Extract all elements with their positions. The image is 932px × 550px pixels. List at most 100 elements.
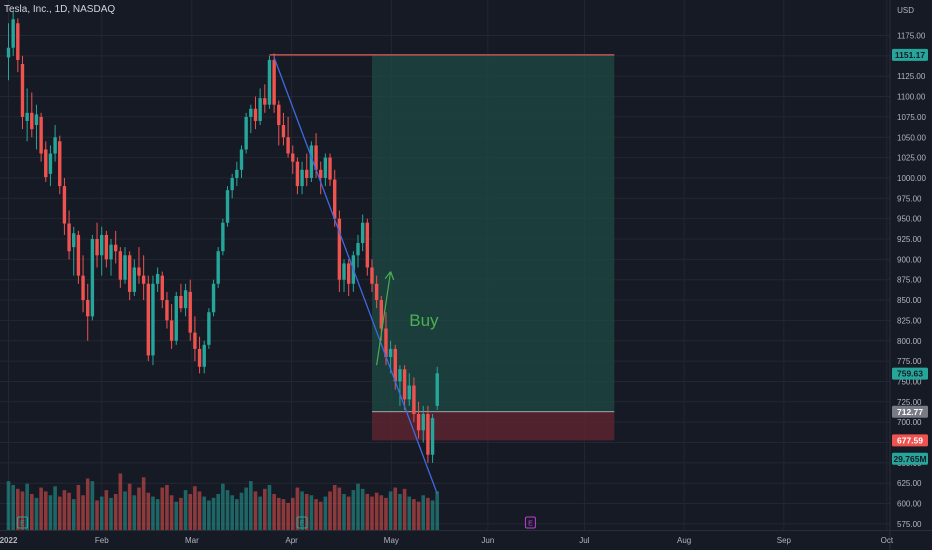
volume-bar <box>104 490 109 530</box>
volume-bar <box>188 494 193 530</box>
x-tick-label: Oct <box>881 536 894 545</box>
candle <box>193 316 197 362</box>
candle <box>67 210 71 260</box>
candle-body <box>81 275 85 301</box>
candle <box>123 247 127 284</box>
candle <box>53 125 57 162</box>
volume-bar <box>127 483 132 530</box>
candle-body <box>402 369 407 400</box>
candle-body <box>225 190 230 223</box>
candle-body <box>435 373 439 406</box>
price-tag-label: 759.63 <box>897 369 923 379</box>
candle-body <box>388 348 393 358</box>
time-axis[interactable]: 2022FebMarAprMayJunJulAugSepOctNov <box>0 530 932 546</box>
candle <box>272 53 276 113</box>
candle <box>72 226 76 276</box>
candle <box>179 283 183 313</box>
volume-bar <box>365 494 370 530</box>
volume-bar <box>48 495 53 530</box>
x-tick-label: Feb <box>95 536 109 545</box>
candle <box>6 23 11 81</box>
volume-bar <box>407 496 412 530</box>
candle-body <box>235 169 239 178</box>
candle <box>39 112 43 162</box>
candle <box>151 275 155 366</box>
candle-body <box>374 283 379 301</box>
candle-body <box>62 186 67 224</box>
price-tag-label: 712.77 <box>897 407 923 417</box>
candle <box>328 153 332 187</box>
earnings-marker: E <box>296 516 308 529</box>
candle-body <box>174 295 178 341</box>
volume-bar <box>165 485 169 530</box>
candle-body <box>53 137 57 154</box>
y-tick-label: 925.00 <box>897 235 922 244</box>
volume-bar <box>379 495 384 530</box>
price-tag-box <box>892 48 928 61</box>
candle-body <box>314 145 318 170</box>
earnings-marker-label: E <box>528 521 533 528</box>
candle <box>435 366 439 410</box>
candle <box>356 234 360 268</box>
candle-body <box>30 112 34 130</box>
volume-bar <box>132 495 137 530</box>
volume-bar <box>249 481 253 530</box>
volume-bar <box>388 491 393 530</box>
position-zones <box>371 54 615 441</box>
buy-arrow <box>376 271 392 366</box>
y-tick-label: 900.00 <box>897 255 922 264</box>
volume-bar <box>244 487 248 530</box>
volume-bar <box>53 486 57 530</box>
volume-bar <box>20 491 25 530</box>
volume-bar <box>155 499 160 530</box>
candle <box>165 291 169 329</box>
candle-body <box>239 149 244 170</box>
earnings-marker-label: E <box>20 521 25 528</box>
candle <box>90 234 95 321</box>
price-tag-box <box>892 405 928 418</box>
candle <box>34 104 39 150</box>
candle <box>295 157 300 195</box>
volume-bar <box>412 499 416 530</box>
volume-bar <box>402 488 407 530</box>
candle-body <box>416 414 421 431</box>
candle-body <box>76 234 81 276</box>
candle-body <box>346 263 351 284</box>
candle <box>48 145 53 187</box>
drawings: Buy E E E <box>16 54 615 529</box>
volume-bar <box>323 496 328 530</box>
candle-body <box>202 344 206 367</box>
x-tick-label: 2022 <box>0 536 18 545</box>
candle-body <box>118 251 123 280</box>
candle-body <box>113 244 118 252</box>
volume-bar <box>435 491 440 530</box>
candle-body <box>323 157 328 178</box>
candle-body <box>151 283 155 356</box>
candle-body <box>379 300 383 329</box>
x-tick-label: Sep <box>777 536 792 545</box>
volume-bar <box>374 492 379 530</box>
candle-body <box>272 59 276 105</box>
y-tick-label: 1175.00 <box>897 32 926 41</box>
candle <box>230 173 234 199</box>
candle <box>81 255 85 313</box>
earnings-marker: E <box>524 516 536 529</box>
candle <box>207 308 211 349</box>
volume-bar <box>318 501 323 530</box>
candle-body <box>137 267 141 276</box>
candle-body <box>123 255 127 280</box>
candle <box>235 161 239 187</box>
volume-bar <box>309 495 314 530</box>
volume-bar <box>230 495 234 530</box>
price-axis[interactable]: 575.00600.00625.00650.00675.00700.00725.… <box>889 0 926 550</box>
buy-arrow-head <box>390 271 395 281</box>
price-tag: 1151.17 <box>892 48 928 61</box>
candle <box>398 365 402 406</box>
candle <box>407 373 411 406</box>
y-tick-label: 1125.00 <box>897 72 926 81</box>
candle <box>333 169 337 227</box>
price-tag: 712.77 <box>892 405 928 418</box>
candle-body <box>216 251 220 284</box>
volume-bar <box>34 497 39 530</box>
